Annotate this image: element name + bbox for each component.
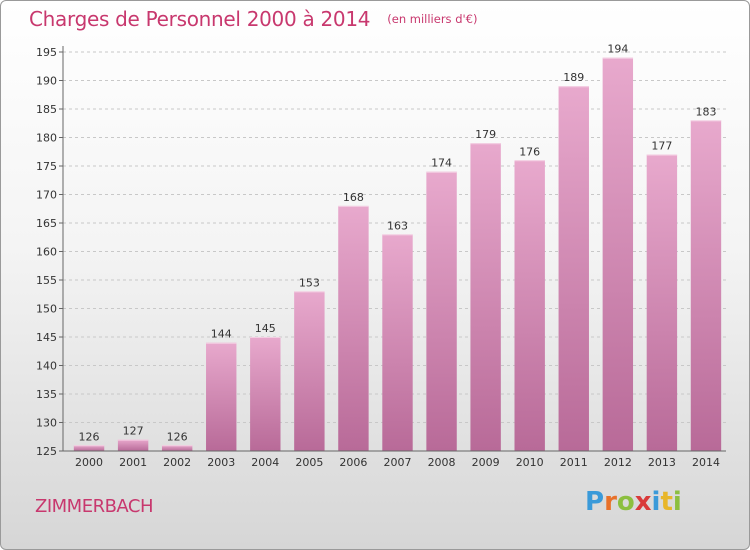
bar-value-label: 194 — [607, 43, 628, 56]
x-tick-label: 2014 — [692, 456, 720, 469]
y-tick-label: 185 — [36, 103, 57, 116]
place-name: ZIMMERBACH — [35, 496, 154, 517]
bar-layer: 126 127 126 144 145 153 168 163 174 179 176 189 194 1… — [73, 43, 722, 452]
bar-value-label: 126 — [79, 430, 100, 443]
logo-letter: x — [634, 487, 652, 517]
y-tick-label: 155 — [36, 274, 57, 287]
x-tick-label: 2002 — [163, 456, 191, 469]
bar — [690, 120, 722, 452]
bar — [117, 439, 149, 451]
bar — [646, 154, 678, 451]
logo-letter: i — [651, 487, 661, 517]
bar-value-label: 168 — [343, 191, 364, 204]
y-tick-label: 130 — [36, 417, 57, 430]
bar — [206, 342, 237, 451]
y-tick-label: 145 — [36, 331, 57, 344]
bar-value-label: 145 — [255, 322, 276, 335]
x-tick-label: 2010 — [516, 456, 544, 469]
logo-letter: t — [660, 487, 673, 517]
y-tick-label: 175 — [36, 160, 57, 173]
y-tick-label: 195 — [36, 46, 57, 59]
bar — [73, 445, 105, 451]
bar — [338, 205, 369, 451]
chart-title: Charges de Personnel 2000 à 2014 — [29, 7, 371, 31]
x-tick-label: 2004 — [251, 456, 279, 469]
logo-letter: r — [604, 487, 617, 517]
x-tick-label: 2005 — [295, 456, 323, 469]
chart-unit: (en milliers d'€) — [387, 12, 478, 26]
logo-letter: o — [616, 487, 635, 517]
x-tick-label: 2007 — [384, 456, 412, 469]
bar-value-label: 163 — [387, 219, 408, 232]
x-tick-label: 2013 — [648, 456, 676, 469]
bar — [382, 234, 413, 451]
bar-value-label: 144 — [211, 328, 232, 341]
y-tick-label: 135 — [36, 388, 57, 401]
bar-value-label: 183 — [695, 105, 716, 118]
bar — [294, 291, 325, 451]
y-tick-label: 160 — [36, 246, 57, 259]
brand-logo: Proxiti — [585, 487, 682, 517]
bar — [514, 160, 545, 452]
y-tick-label: 180 — [36, 132, 57, 145]
logo-letter: P — [585, 487, 605, 517]
bar-value-label: 177 — [651, 140, 672, 153]
x-tick-label: 2009 — [472, 456, 500, 469]
bar — [470, 143, 501, 451]
y-tick-label: 165 — [36, 217, 57, 230]
bar — [426, 171, 457, 451]
bar-value-label: 127 — [123, 425, 144, 438]
x-tick-label: 2006 — [339, 456, 367, 469]
bar-value-label: 176 — [519, 145, 540, 158]
logo-letter: i — [672, 487, 682, 517]
x-tick-label: 2011 — [560, 456, 588, 469]
y-tick-label: 150 — [36, 303, 57, 316]
bar-value-label: 179 — [475, 128, 496, 141]
chart-title-row: Charges de Personnel 2000 à 2014 (en mil… — [29, 7, 477, 31]
bar-value-label: 126 — [167, 430, 188, 443]
y-tick-label: 190 — [36, 75, 57, 88]
y-tick-label: 125 — [36, 445, 57, 458]
x-tick-label: 2000 — [75, 456, 103, 469]
x-tick-label: 2001 — [119, 456, 147, 469]
axis-layer: 125 130 135 140 145 150 155 160 165 170 175 180 185 1… — [36, 46, 726, 469]
y-tick-label: 140 — [36, 360, 57, 373]
y-tick-label: 170 — [36, 189, 57, 202]
bar — [250, 337, 281, 451]
bar-value-label: 153 — [299, 276, 320, 289]
bar — [161, 445, 193, 451]
bar — [602, 57, 634, 451]
x-tick-label: 2008 — [428, 456, 456, 469]
bar-value-label: 189 — [563, 71, 584, 84]
bar — [558, 86, 589, 451]
bar-value-label: 174 — [431, 157, 452, 170]
x-tick-label: 2012 — [604, 456, 632, 469]
x-tick-label: 2003 — [207, 456, 235, 469]
